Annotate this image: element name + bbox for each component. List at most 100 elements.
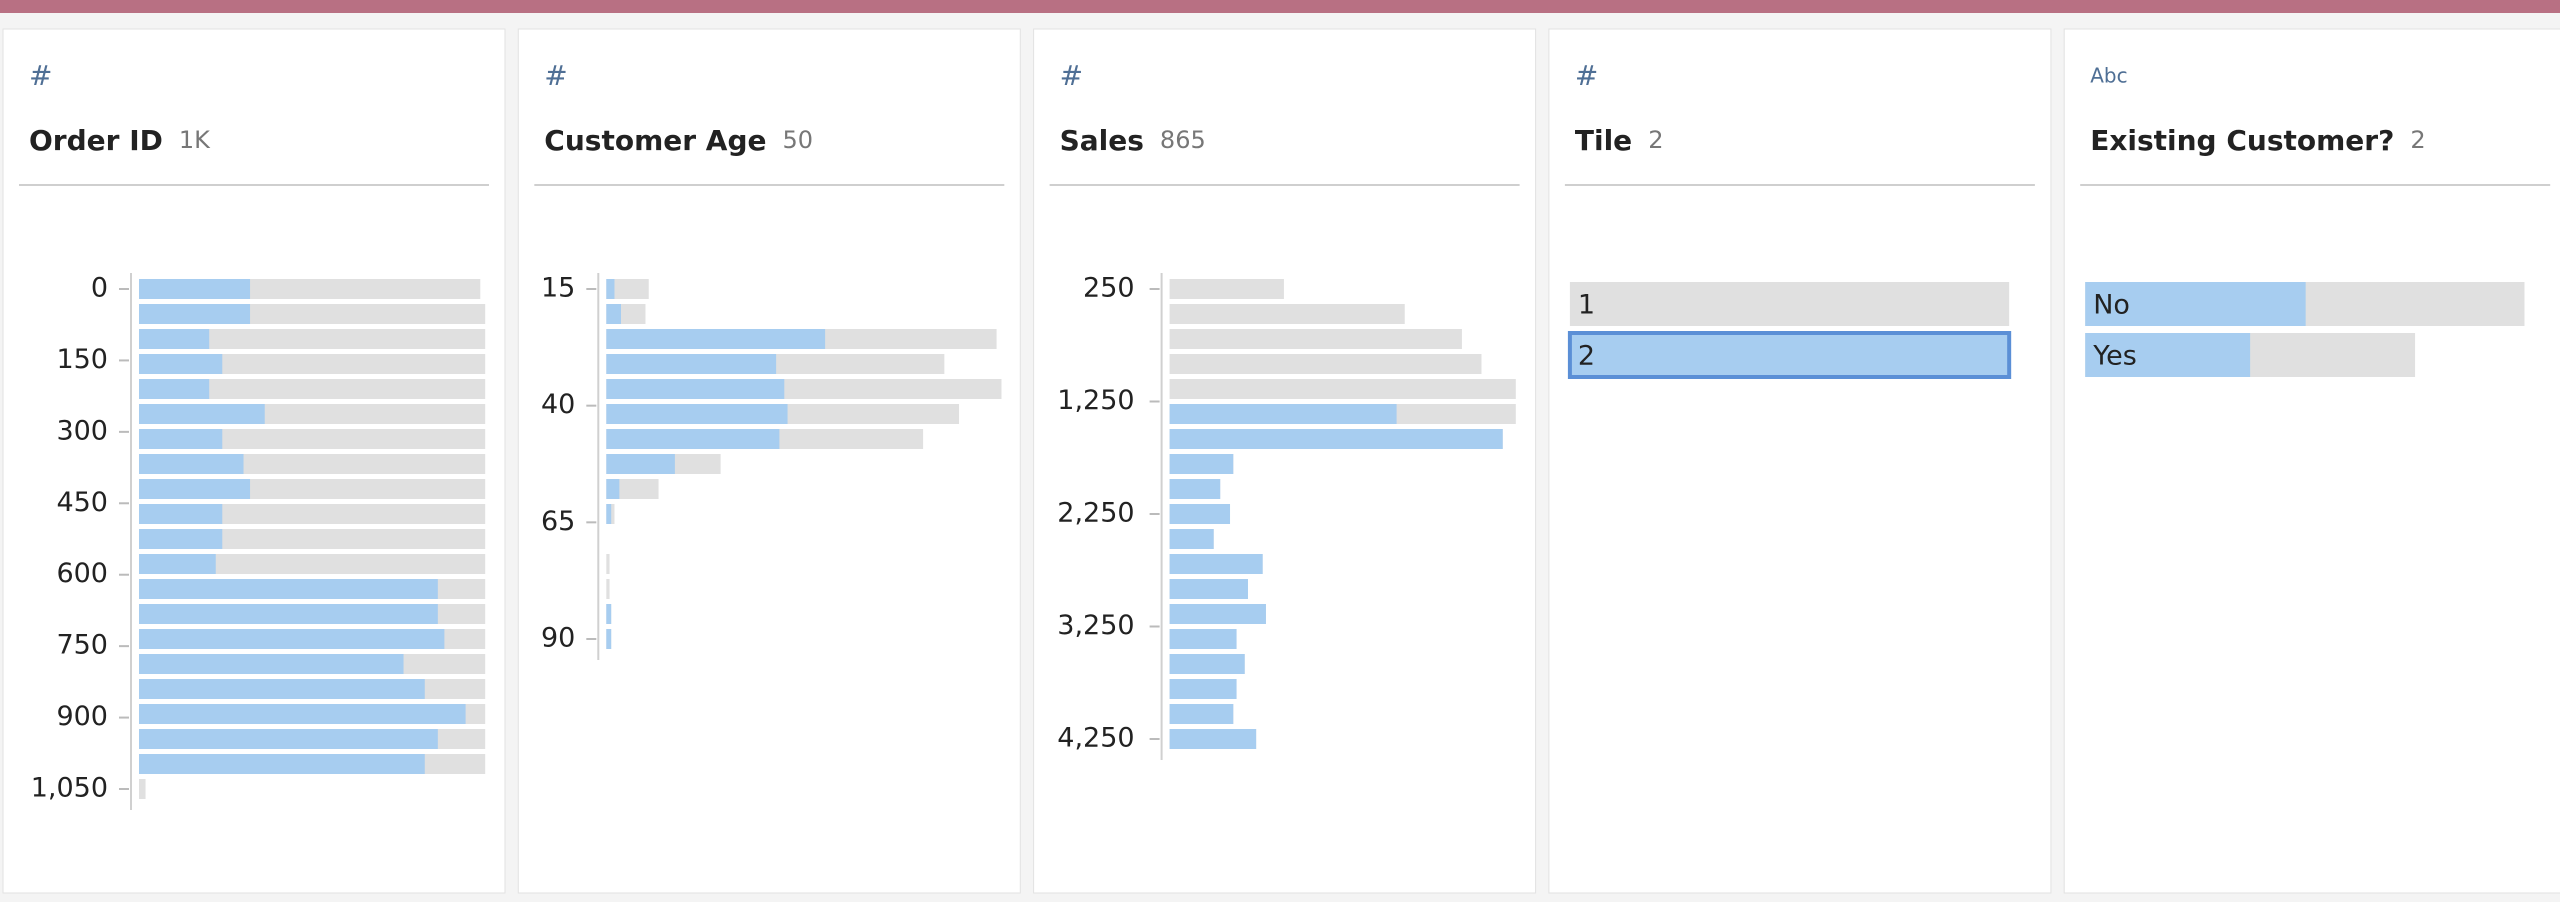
distinct-count: 1K <box>179 126 211 154</box>
bin-total <box>606 579 610 599</box>
card <box>1033 28 1537 894</box>
bin-selected <box>1169 679 1237 699</box>
card <box>1548 28 2052 894</box>
bin-total <box>1169 329 1462 349</box>
bin-selected <box>139 629 445 649</box>
tick-label: 2,250 <box>1057 498 1134 529</box>
bin-selected <box>606 629 612 649</box>
bin-selected <box>606 454 675 474</box>
bin-total <box>606 554 610 574</box>
bin-selected <box>1169 704 1234 724</box>
bin-selected <box>139 454 244 474</box>
tick-label: 300 <box>56 415 108 446</box>
category-label: 1 <box>1578 290 1595 321</box>
bin-selected <box>139 754 425 774</box>
bin-selected <box>606 479 620 499</box>
category-label: 2 <box>1578 341 1595 372</box>
category-selected <box>1567 331 2012 379</box>
bin-selected <box>139 679 425 699</box>
bin-selected <box>1169 554 1263 574</box>
bin-selected <box>1169 504 1231 524</box>
card <box>2063 28 2560 894</box>
top-bar <box>0 0 2560 13</box>
bin-selected <box>139 479 251 499</box>
bin-selected <box>139 429 223 449</box>
bin-total <box>1169 354 1482 374</box>
bin-selected <box>1169 529 1214 549</box>
bin-selected <box>606 379 785 399</box>
column-title: Order ID <box>29 124 163 157</box>
bin-selected <box>1169 654 1245 674</box>
bin-selected <box>139 704 466 724</box>
bin-total <box>1169 279 1284 299</box>
bin-total <box>139 354 486 374</box>
bin-total <box>139 504 486 524</box>
bin-selected <box>1169 604 1266 624</box>
bin-total <box>139 779 146 799</box>
bin-total <box>1169 379 1516 399</box>
tick-label: 150 <box>56 344 108 375</box>
column-title: Customer Age <box>544 124 766 157</box>
tick-label: 1,250 <box>1057 385 1134 416</box>
type-icon: # <box>544 59 567 92</box>
bin-total <box>139 329 486 349</box>
type-icon: # <box>29 59 52 92</box>
bin-selected <box>1169 454 1234 474</box>
bin-total <box>139 429 486 449</box>
distinct-count: 865 <box>1160 126 1206 154</box>
tick-label: 90 <box>541 623 575 654</box>
tick-label: 600 <box>56 558 108 589</box>
bin-selected <box>139 554 216 574</box>
bin-selected <box>1169 629 1237 649</box>
tick-label: 4,250 <box>1057 723 1134 754</box>
category-selected <box>2085 282 2306 326</box>
type-icon: Abc <box>2090 64 2127 88</box>
column-title: Sales <box>1060 124 1144 157</box>
bin-selected <box>139 729 438 749</box>
bin-selected <box>606 404 788 424</box>
tick-label: 65 <box>541 506 575 537</box>
bin-selected <box>1169 579 1248 599</box>
bin-selected <box>139 379 210 399</box>
category-total <box>1569 282 2010 326</box>
column-title: Existing Customer? <box>2090 124 2394 157</box>
bin-selected <box>606 329 826 349</box>
bin-selected <box>1169 479 1221 499</box>
tick-label: 3,250 <box>1057 610 1134 641</box>
bin-selected <box>139 654 404 674</box>
bin-selected <box>1169 404 1397 424</box>
tick-label: 750 <box>56 630 108 661</box>
tick-label: 900 <box>56 701 108 732</box>
tick-label: 40 <box>541 389 575 420</box>
bin-selected <box>139 404 265 424</box>
category-label: Yes <box>2092 341 2137 372</box>
tick-label: 0 <box>91 273 108 304</box>
category-selected <box>2085 333 2251 377</box>
bin-selected <box>606 354 777 374</box>
bin-selected <box>1169 429 1503 449</box>
distinct-count: 2 <box>1648 126 1663 154</box>
type-icon: # <box>1575 59 1598 92</box>
bin-total <box>606 279 649 299</box>
bin-selected <box>606 429 780 449</box>
bin-selected <box>606 279 615 299</box>
bin-selected <box>606 304 621 324</box>
bin-selected <box>1169 729 1257 749</box>
bin-selected <box>139 329 210 349</box>
tick-label: 250 <box>1083 273 1135 304</box>
bin-total <box>1169 304 1405 324</box>
bin-selected <box>606 504 612 524</box>
bin-selected <box>139 279 251 299</box>
distinct-count: 50 <box>783 126 814 154</box>
distinct-count: 2 <box>2410 126 2425 154</box>
tick-label: 450 <box>56 487 108 518</box>
bin-selected <box>139 579 438 599</box>
bin-selected <box>139 354 223 374</box>
bin-total <box>139 554 486 574</box>
bin-selected <box>606 604 612 624</box>
bin-selected <box>139 604 438 624</box>
column-title: Tile <box>1575 124 1632 157</box>
bin-total <box>139 529 486 549</box>
bin-selected <box>139 504 223 524</box>
